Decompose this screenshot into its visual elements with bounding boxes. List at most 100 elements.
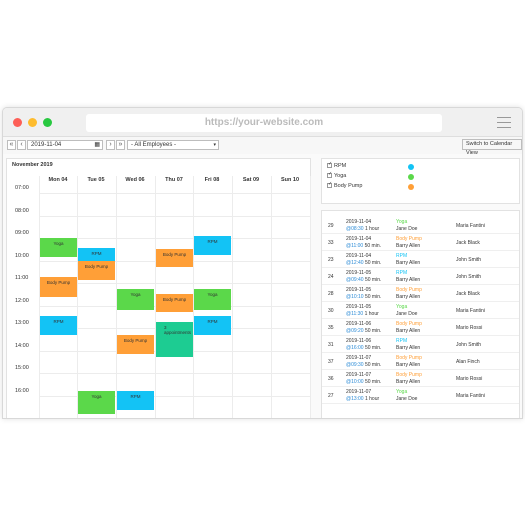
calendar-event[interactable]: Body Pump xyxy=(156,249,193,268)
appointment-employee: Barry Allen xyxy=(396,362,421,368)
legend-item[interactable]: Body Pump xyxy=(327,181,363,189)
appointment-id: 29 xyxy=(328,223,334,229)
appointment-row[interactable]: 31 2019-11-06 @16:00 50 min. RPM Barry Allen… xyxy=(322,336,519,353)
date-input[interactable]: 2019-11-04 ▦ xyxy=(27,140,103,150)
time-label: 12:00 xyxy=(15,297,29,304)
day-header: Mon 04 xyxy=(48,177,68,183)
event-label: Yoga xyxy=(130,291,141,297)
calendar-event[interactable]: Body Pump xyxy=(40,277,77,297)
day-column-divider xyxy=(310,176,311,418)
day-column-divider xyxy=(271,176,272,418)
appointment-row[interactable]: 24 2019-11-05 @09:40 50 min. RPM Barry Allen… xyxy=(322,268,519,285)
calendar-icon[interactable]: ▦ xyxy=(94,142,100,148)
event-label: Yoga xyxy=(91,394,102,399)
appointment-date: 2019-11-05 xyxy=(346,270,372,276)
calendar-event[interactable]: RPM xyxy=(40,315,77,335)
day-column-divider xyxy=(77,176,78,418)
checkbox[interactable] xyxy=(327,171,332,179)
next-day-button[interactable]: › xyxy=(106,140,115,150)
appointment-employee: Jane Doe xyxy=(396,311,418,317)
calendar-event[interactable]: Body Pump xyxy=(156,294,193,313)
appointment-employee: Barry Allen xyxy=(396,260,421,266)
appointment-id: 36 xyxy=(328,376,334,382)
minimize-window-dot[interactable] xyxy=(28,118,37,127)
appointment-row[interactable]: 23 2019-11-04 @12:40 50 min. RPM Barry Allen… xyxy=(322,251,519,268)
browser-window: https://your-website.com « ‹ 2019-11-04 … xyxy=(2,107,523,419)
appointment-employee: Jane Doe xyxy=(396,226,418,232)
calendar-event[interactable]: RPM xyxy=(194,235,231,255)
appointment-id: 35 xyxy=(328,325,334,331)
calendar-event[interactable]: 3 appointments xyxy=(156,322,193,358)
appointment-duration: 50 min. xyxy=(363,345,382,351)
day-header: Thu 07 xyxy=(165,177,183,183)
checkbox[interactable] xyxy=(327,181,332,189)
address-bar[interactable]: https://your-website.com xyxy=(86,114,442,132)
time-label: 07:00 xyxy=(15,185,29,191)
calendar-event[interactable]: Yoga xyxy=(117,288,154,310)
next-week-button[interactable]: » xyxy=(116,140,125,150)
appointment-duration: 50 min. xyxy=(363,260,382,266)
calendar-event[interactable]: Yoga xyxy=(40,238,77,257)
maximize-window-dot[interactable] xyxy=(43,118,52,127)
menu-icon[interactable] xyxy=(497,117,511,132)
appointment-start-time: @11:30 xyxy=(346,311,364,317)
appointment-time: @10:10 50 min. xyxy=(346,294,381,300)
appointment-duration: 50 min. xyxy=(363,243,382,249)
day-header: Sat 09 xyxy=(242,177,260,183)
appointment-customer: Mario Rossi xyxy=(456,376,483,382)
employee-select[interactable]: - All Employees - ▾ xyxy=(127,140,219,150)
appointment-service: Body Pump xyxy=(396,236,422,242)
prev-week-button[interactable]: « xyxy=(7,140,16,150)
event-label: Yoga xyxy=(53,241,64,246)
appointment-time: @08:30 1 hour xyxy=(346,226,379,232)
hour-gridline xyxy=(39,395,311,397)
calendar-event[interactable]: Yoga xyxy=(78,391,115,414)
calendar-event[interactable]: Body Pump xyxy=(117,334,154,354)
calendar-event[interactable]: Yoga xyxy=(194,288,231,310)
calendar-event[interactable]: RPM xyxy=(194,315,231,335)
appointment-row[interactable]: 37 2019-11-07 @09:30 50 min. Body Pump Barry… xyxy=(322,353,519,370)
appointment-time: @11:30 1 hour xyxy=(346,311,379,317)
appointment-row[interactable]: 29 2019-11-04 @08:30 1 hour Yoga Jane Doe Mar… xyxy=(322,217,519,234)
time-label: 10:00 xyxy=(15,252,29,259)
prev-day-button[interactable]: ‹ xyxy=(17,140,26,150)
employee-select-value: - All Employees - xyxy=(131,142,177,148)
legend-item[interactable]: RPM xyxy=(327,161,346,169)
chevron-down-icon: ▾ xyxy=(213,142,216,148)
appointment-row[interactable]: 33 2019-11-04 @11:00 50 min. Body Pump Barry… xyxy=(322,234,519,251)
appointment-service: Body Pump xyxy=(396,321,422,327)
appointment-customer: Jack Black xyxy=(456,291,480,297)
appointment-start-time: @09:20 xyxy=(346,328,364,334)
event-label: 3 appointments xyxy=(164,325,192,336)
appointments-list: 29 2019-11-04 @08:30 1 hour Yoga Jane Doe Mar… xyxy=(321,210,520,418)
appointment-customer: Maria Fantini xyxy=(456,308,485,314)
close-window-dot[interactable] xyxy=(13,118,22,127)
appointment-id: 28 xyxy=(328,291,334,297)
legend-item[interactable]: Yoga xyxy=(327,171,346,179)
event-label: Body Pump xyxy=(123,337,148,343)
appointment-row[interactable]: 35 2019-11-06 @09:20 50 min. Body Pump Barry… xyxy=(322,319,519,336)
appointment-start-time: @16:00 xyxy=(346,345,364,351)
legend-color-dot xyxy=(408,174,414,180)
time-label: 13:00 xyxy=(15,320,29,326)
day-column-divider xyxy=(39,176,40,418)
day-column-divider xyxy=(155,176,156,418)
appointment-service: RPM xyxy=(396,338,408,344)
appointment-customer: John Smith xyxy=(456,274,482,280)
appointment-date: 2019-11-05 xyxy=(346,287,372,293)
appointment-customer: Mario Rossi xyxy=(456,325,483,331)
event-label: Body Pump xyxy=(46,280,71,286)
appointment-row[interactable]: 36 2019-11-07 @10:00 50 min. Body Pump Barry… xyxy=(322,370,519,387)
time-label: 14:00 xyxy=(15,342,29,349)
switch-view-button[interactable]: Switch to Calendar View xyxy=(462,139,522,156)
appointment-duration: 50 min. xyxy=(363,277,382,283)
checkbox[interactable] xyxy=(327,161,332,169)
legend-label: Body Pump xyxy=(334,183,363,189)
appointment-row[interactable]: 30 2019-11-05 @11:30 1 hour Yoga Jane Doe Mar… xyxy=(322,302,519,319)
appointment-row[interactable]: 28 2019-11-05 @10:10 50 min. Body Pump Barry… xyxy=(322,285,519,302)
appointment-duration: 1 hour xyxy=(363,396,380,402)
browser-chrome: https://your-website.com xyxy=(3,108,522,137)
calendar-event[interactable]: Body Pump xyxy=(78,260,115,280)
appointment-row[interactable]: 27 2019-11-07 @13:00 1 hour Yoga Jane Doe Mar… xyxy=(322,387,519,404)
calendar-event[interactable]: RPM xyxy=(117,391,154,411)
